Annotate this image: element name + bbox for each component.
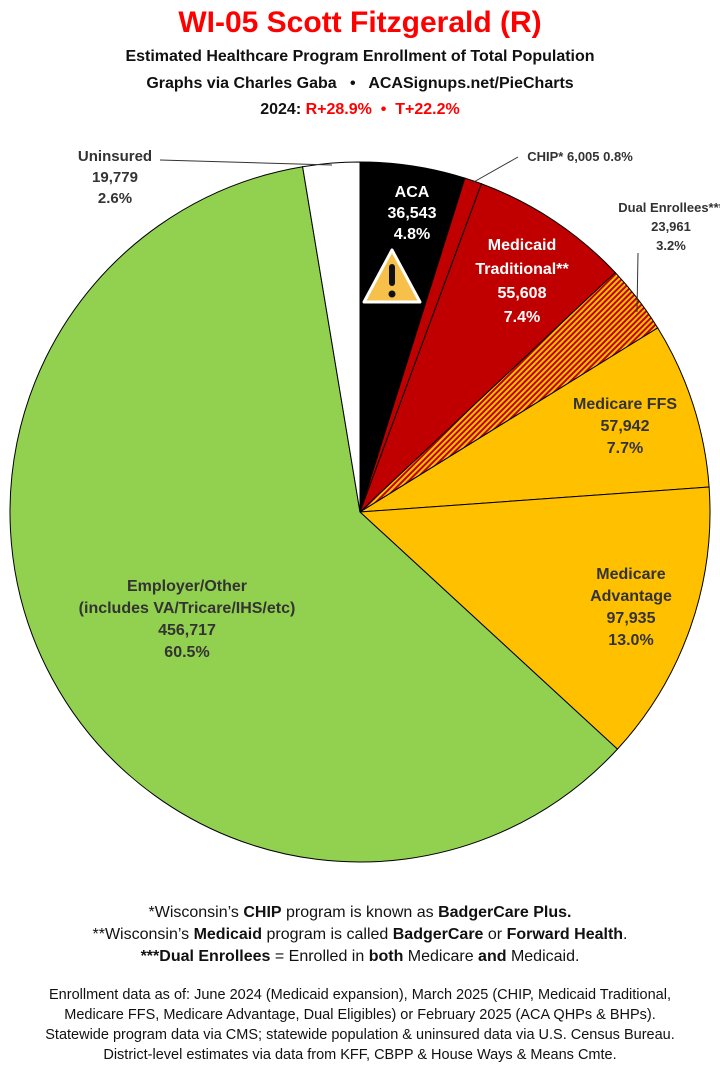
dual-leader-line [636, 252, 639, 313]
label-medicaid: Medicaid Traditional** 55,608 7.4% [475, 237, 569, 326]
pie-slice-medicaid-traditional [359, 183, 616, 513]
footnote-line: *Wisconsin’s CHIP program is known as Ba… [148, 904, 572, 921]
margin-prefix: 2024: [260, 101, 306, 118]
warning-icon [362, 248, 422, 304]
margin-values: R+28.9% • T+22.2% [305, 101, 460, 118]
chart-title: WI-05 Scott Fitzgerald (R) [178, 6, 542, 39]
pie-chart [9, 156, 711, 863]
label-medicare-ffs: Medicare FFS 57,942 7.7% [572, 396, 678, 457]
label-uninsured: Uninsured 19,779 2.6% [77, 148, 153, 207]
pie-slice-uninsured [302, 161, 361, 513]
credit-line: Graphs via Charles Gaba • ACASignups.net… [146, 75, 574, 92]
label-aca: ACA 36,543 4.8% [387, 184, 437, 243]
pie-slice-medicare-ffs [359, 327, 710, 513]
pie-slice-employer-other-includes-va-tricare-ihs-etc [9, 166, 619, 863]
margin-line: 2024: R+28.9% • T+22.2% [0, 101, 720, 119]
chart-subtitle: Estimated Healthcare Program Enrollment … [125, 48, 595, 65]
uninsured-leader-line [159, 159, 333, 166]
source-notes: Enrollment data as of: June 2024 (Medica… [0, 985, 720, 1065]
label-dual: Dual Enrollees*** 23,961 3.2% [618, 200, 720, 253]
label-medicare-advantage: Medicare Advantage 97,935 13.0% [590, 566, 672, 649]
source-note-line: Enrollment data as of: June 2024 (Medica… [49, 987, 671, 1003]
source-note-line: Medicare FFS, Medicare Advantage, Dual E… [64, 1007, 656, 1023]
chip-leader-line [471, 156, 519, 184]
label-employer: Employer/Other (includes VA/Tricare/IHS/e… [78, 578, 296, 661]
source-note-line: District-level estimates via data from K… [103, 1047, 617, 1063]
label-chip: CHIP* 6,005 0.8% [527, 149, 633, 164]
source-note-line: Statewide program data via CMS; statewid… [45, 1027, 675, 1043]
footnote-line: ***Dual Enrollees = Enrolled in both Med… [140, 948, 580, 965]
pie-slice-medicare-advantage [358, 486, 711, 750]
footnote-line: **Wisconsin’s Medicaid program is called… [92, 926, 628, 943]
footnotes: *Wisconsin’s CHIP program is known as Ba… [0, 902, 720, 968]
